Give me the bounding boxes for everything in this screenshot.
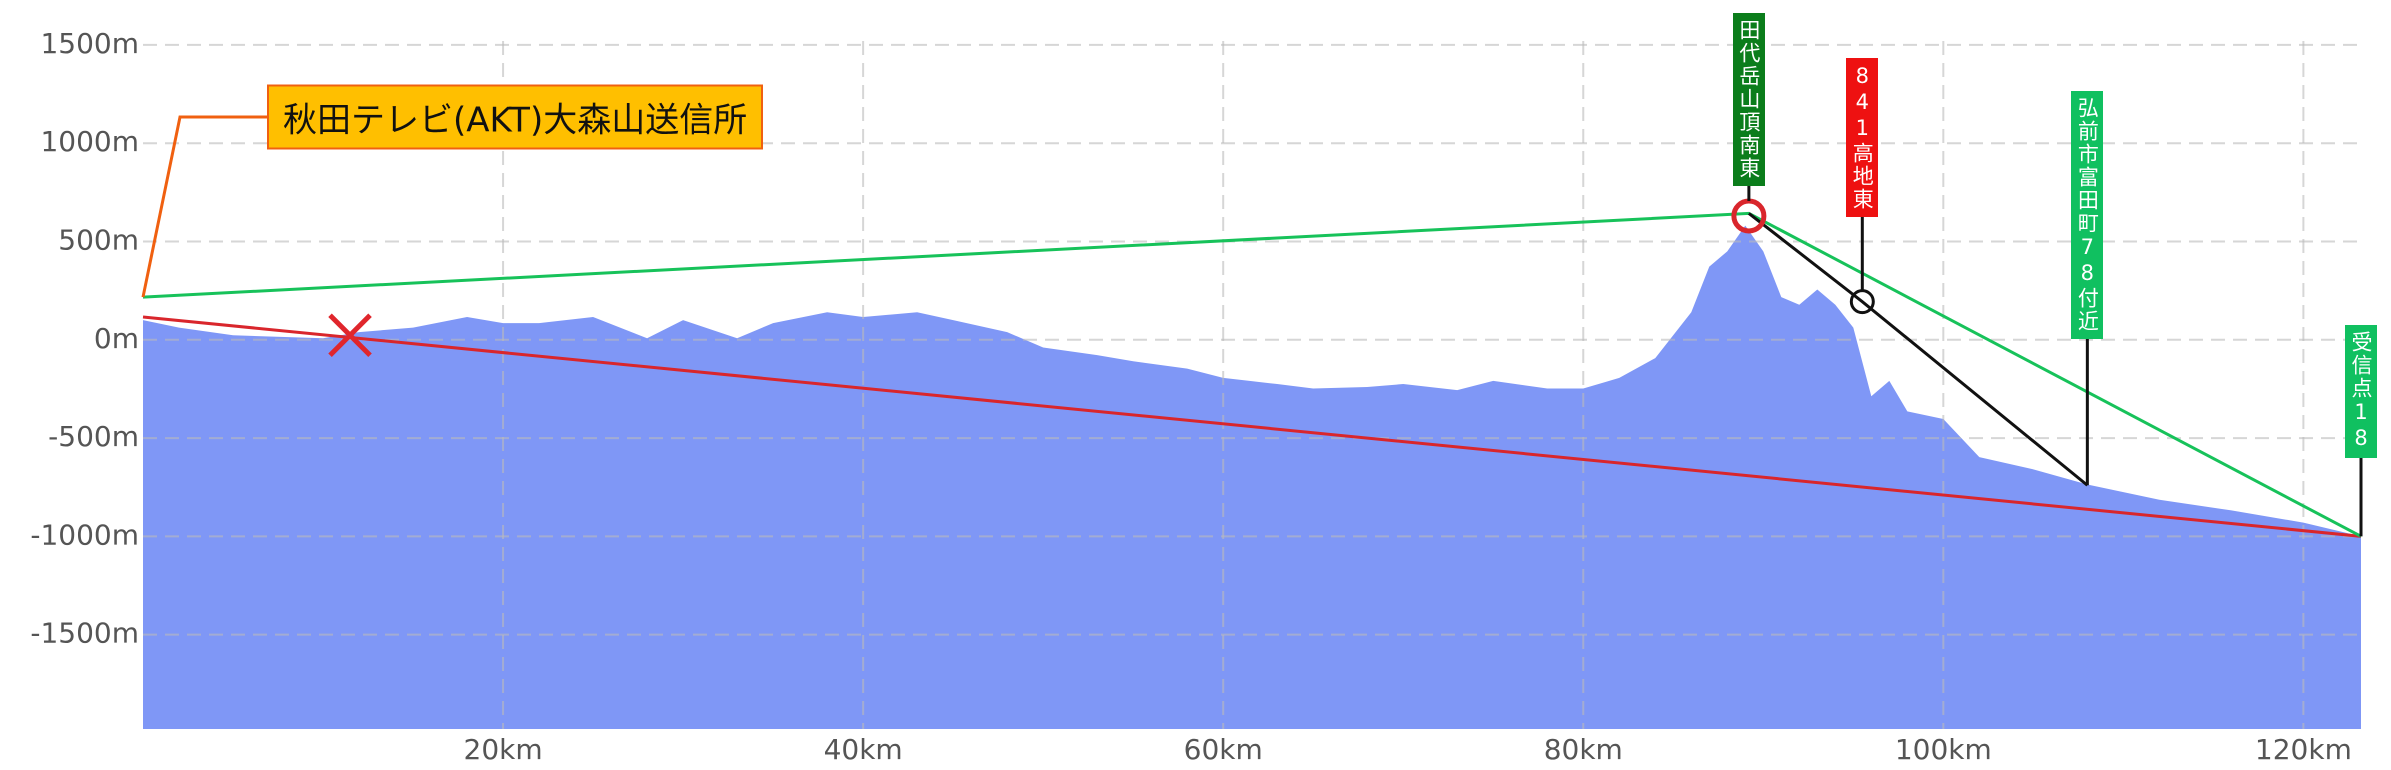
x-tick-label: 80km <box>1544 733 1623 766</box>
y-tick-label: -1000m <box>30 518 139 551</box>
point-label: 弘前市富田町78付近 <box>2071 91 2104 339</box>
y-tick-label: 0m <box>94 322 139 355</box>
point-label: 841高地東 <box>1846 58 1879 217</box>
point-label: 田代岳山頂南東 <box>1732 13 1765 186</box>
terrain-area <box>143 225 2361 729</box>
sight-line <box>1747 212 2089 487</box>
y-tick-label: 500m <box>58 224 139 257</box>
point-label: 受信点18 <box>2345 325 2377 458</box>
x-tick-label: 20km <box>464 733 543 766</box>
leader-line <box>141 115 267 298</box>
x-tick-label: 120km <box>2255 733 2352 766</box>
y-tick-label: 1000m <box>40 125 139 158</box>
x-tick-label: 60km <box>1184 733 1263 766</box>
cross-stroke <box>328 313 372 358</box>
y-tick-label: -500m <box>48 420 139 453</box>
cross-marker <box>328 313 372 358</box>
circle-marker <box>1731 198 1767 234</box>
sight-line <box>142 315 2362 538</box>
x-tick-label: 40km <box>824 733 903 766</box>
y-tick-label: -1500m <box>30 617 139 650</box>
x-tick-label: 100km <box>1895 733 1992 766</box>
y-tick-label: 1500m <box>40 27 139 60</box>
transmitter-label: 秋田テレビ(AKT)大森山送信所 <box>267 84 764 150</box>
